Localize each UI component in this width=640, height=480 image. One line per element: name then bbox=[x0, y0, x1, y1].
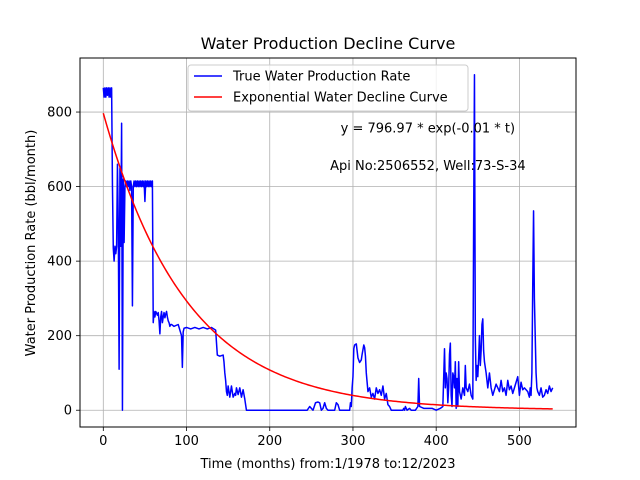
x-tick-label: 0 bbox=[99, 434, 107, 449]
legend-box bbox=[187, 64, 469, 112]
y-tick-label: 0 bbox=[64, 404, 72, 419]
y-axis-label: Water Production Rate (bbl/month) bbox=[24, 130, 39, 357]
y-tick-label: 800 bbox=[47, 106, 72, 121]
plot-lines bbox=[102, 74, 554, 411]
exponential-decline-line bbox=[102, 112, 553, 410]
x-tick-label: 500 bbox=[507, 434, 532, 449]
legend: True Water Production Rate Exponential Wa… bbox=[187, 64, 469, 112]
grid bbox=[80, 58, 576, 427]
annotations: y = 796.97 * exp(-0.01 * t) Api No:250655… bbox=[330, 122, 526, 174]
legend-label: Exponential Water Decline Curve bbox=[233, 91, 448, 106]
annotation-text: y = 796.97 * exp(-0.01 * t) bbox=[341, 122, 515, 137]
x-tick-label: 200 bbox=[257, 434, 282, 449]
x-axis-label: Time (months) from:1/1978 to:12/2023 bbox=[199, 457, 455, 472]
y-tick-label: 600 bbox=[47, 180, 72, 195]
y-tick-label: 200 bbox=[47, 329, 72, 344]
x-tick-label: 100 bbox=[174, 434, 199, 449]
x-tick-label: 400 bbox=[424, 434, 449, 449]
plot-frame bbox=[79, 57, 577, 428]
x-tick-label: 300 bbox=[341, 434, 366, 449]
ticks: 0 100 200 300 400 500 0 200 400 600 800 bbox=[47, 106, 532, 449]
true-water-production-line bbox=[102, 74, 554, 411]
legend-label: True Water Production Rate bbox=[232, 70, 410, 85]
y-tick-label: 400 bbox=[47, 255, 72, 270]
annotation-text: Api No:2506552, Well:73-S-34 bbox=[330, 159, 526, 174]
chart-title: Water Production Decline Curve bbox=[201, 34, 456, 53]
